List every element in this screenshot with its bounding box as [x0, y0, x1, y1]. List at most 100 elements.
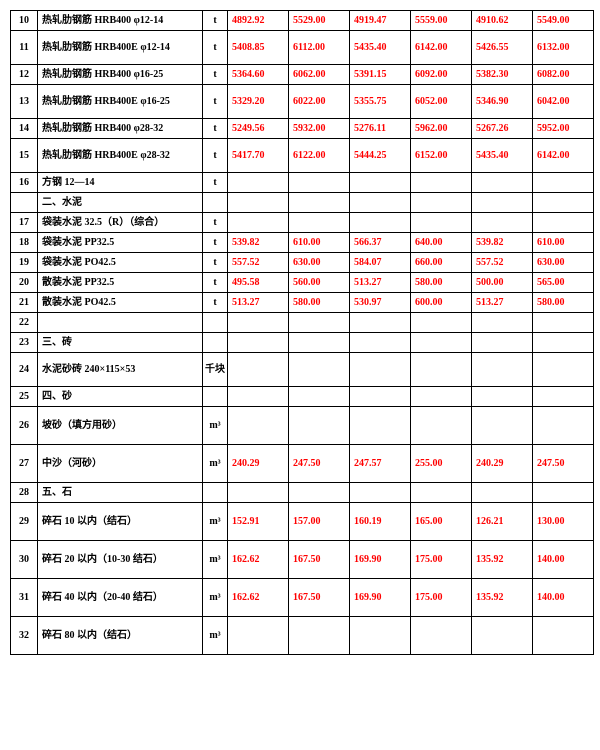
row-value: 126.21 [472, 503, 533, 541]
row-value: 175.00 [411, 541, 472, 579]
row-value: 560.00 [289, 273, 350, 293]
row-value [472, 407, 533, 445]
row-value: 247.50 [289, 445, 350, 483]
row-value [228, 617, 289, 655]
table-row: 19袋装水泥 PO42.5t557.52630.00584.07660.0055… [11, 253, 594, 273]
row-value [411, 353, 472, 387]
row-name: 热轧肋钢筋 HRB400E φ16-25 [38, 85, 203, 119]
row-value: 6132.00 [533, 31, 594, 65]
row-value: 566.37 [350, 233, 411, 253]
row-id: 26 [11, 407, 38, 445]
row-value [533, 313, 594, 333]
row-value: 495.58 [228, 273, 289, 293]
table-row: 27中沙（河砂）m³240.29247.50247.57255.00240.29… [11, 445, 594, 483]
table-row: 17袋装水泥 32.5（R）（综合）t [11, 213, 594, 233]
row-value: 5435.40 [350, 31, 411, 65]
row-value: 6122.00 [289, 139, 350, 173]
row-value [411, 617, 472, 655]
table-row: 二、水泥 [11, 193, 594, 213]
row-value: 6052.00 [411, 85, 472, 119]
row-value: 169.90 [350, 541, 411, 579]
row-value: 5364.60 [228, 65, 289, 85]
row-value: 6022.00 [289, 85, 350, 119]
row-value [472, 617, 533, 655]
row-value: 630.00 [533, 253, 594, 273]
row-unit: m³ [203, 617, 228, 655]
row-value [533, 483, 594, 503]
row-value: 584.07 [350, 253, 411, 273]
row-value: 5435.40 [472, 139, 533, 173]
row-id: 20 [11, 273, 38, 293]
row-value [228, 213, 289, 233]
row-value: 630.00 [289, 253, 350, 273]
row-value: 5444.25 [350, 139, 411, 173]
row-name: 水泥砂砖 240×115×53 [38, 353, 203, 387]
row-id: 31 [11, 579, 38, 617]
row-unit [203, 333, 228, 353]
row-value [411, 193, 472, 213]
row-unit: t [203, 213, 228, 233]
row-id: 10 [11, 11, 38, 31]
table-row: 16方钢 12—14t [11, 173, 594, 193]
row-id: 19 [11, 253, 38, 273]
row-unit: t [203, 273, 228, 293]
row-value: 162.62 [228, 541, 289, 579]
row-value: 6112.00 [289, 31, 350, 65]
row-unit: t [203, 11, 228, 31]
row-value: 247.57 [350, 445, 411, 483]
row-value: 500.00 [472, 273, 533, 293]
table-row: 30碎石 20 以内（10-30 结石）m³162.62167.50169.90… [11, 541, 594, 579]
row-value: 6142.00 [411, 31, 472, 65]
row-value: 610.00 [533, 233, 594, 253]
table-body: 10热轧肋钢筋 HRB400 φ12-14t4892.925529.004919… [11, 11, 594, 655]
row-value [350, 483, 411, 503]
row-value [411, 173, 472, 193]
row-value: 5952.00 [533, 119, 594, 139]
table-row: 29碎石 10 以内（结石）m³152.91157.00160.19165.00… [11, 503, 594, 541]
row-id: 21 [11, 293, 38, 313]
row-value: 580.00 [289, 293, 350, 313]
row-value: 6152.00 [411, 139, 472, 173]
row-id: 14 [11, 119, 38, 139]
row-name: 热轧肋钢筋 HRB400 φ28-32 [38, 119, 203, 139]
row-value [472, 193, 533, 213]
row-name: 五、石 [38, 483, 203, 503]
table-row: 21散装水泥 PO42.5t513.27580.00530.97600.0051… [11, 293, 594, 313]
row-value: 513.27 [228, 293, 289, 313]
row-value [350, 387, 411, 407]
row-value [228, 193, 289, 213]
row-value: 5529.00 [289, 11, 350, 31]
row-value [350, 193, 411, 213]
row-value: 135.92 [472, 579, 533, 617]
row-value [228, 407, 289, 445]
row-value: 557.52 [472, 253, 533, 273]
row-name: 热轧肋钢筋 HRB400 φ16-25 [38, 65, 203, 85]
row-value: 5426.55 [472, 31, 533, 65]
table-row: 20散装水泥 PP32.5t495.58560.00513.27580.0050… [11, 273, 594, 293]
row-value: 565.00 [533, 273, 594, 293]
row-value: 5249.56 [228, 119, 289, 139]
row-name: 碎石 40 以内（20-40 结石） [38, 579, 203, 617]
row-value [411, 387, 472, 407]
row-id: 17 [11, 213, 38, 233]
row-value [350, 617, 411, 655]
row-value [411, 213, 472, 233]
row-value: 600.00 [411, 293, 472, 313]
row-value [411, 407, 472, 445]
row-value [289, 387, 350, 407]
row-value: 5382.30 [472, 65, 533, 85]
row-value: 5962.00 [411, 119, 472, 139]
row-value: 255.00 [411, 445, 472, 483]
row-value [533, 617, 594, 655]
row-name: 袋装水泥 32.5（R）（综合） [38, 213, 203, 233]
row-value: 140.00 [533, 541, 594, 579]
table-row: 12热轧肋钢筋 HRB400 φ16-25t5364.606062.005391… [11, 65, 594, 85]
row-value [472, 173, 533, 193]
row-unit: t [203, 139, 228, 173]
row-value [472, 353, 533, 387]
row-value: 5329.20 [228, 85, 289, 119]
row-value [350, 313, 411, 333]
row-unit: m³ [203, 503, 228, 541]
row-id: 18 [11, 233, 38, 253]
row-value: 240.29 [472, 445, 533, 483]
